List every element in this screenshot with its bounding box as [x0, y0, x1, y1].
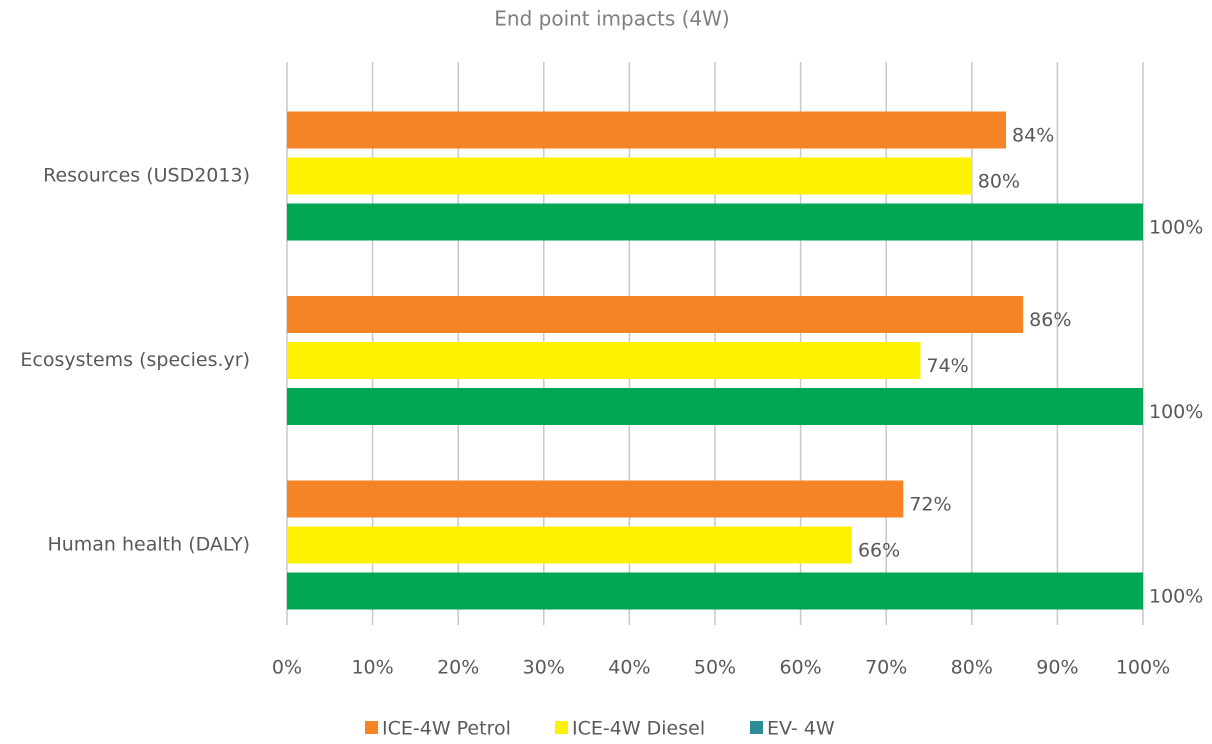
- y-tick-label: Resources (USD2013): [43, 165, 250, 187]
- x-tick-label: 100%: [1116, 657, 1170, 679]
- bar: [287, 111, 1007, 149]
- data-label: 84%: [1012, 125, 1054, 147]
- x-tick-label: 70%: [865, 657, 907, 679]
- x-tick-label: 50%: [694, 657, 736, 679]
- legend-swatch: [365, 721, 378, 734]
- legend-swatch: [555, 721, 568, 734]
- bar: [287, 388, 1143, 425]
- x-tick-label: 0%: [272, 657, 302, 679]
- x-tick-label: 90%: [1036, 657, 1078, 679]
- bar: [287, 480, 904, 518]
- data-label: 80%: [978, 171, 1020, 193]
- bar: [287, 342, 921, 379]
- data-label: 66%: [858, 540, 900, 562]
- data-label: 100%: [1149, 401, 1203, 423]
- x-tick-label: 40%: [608, 657, 650, 679]
- data-label: 74%: [926, 355, 968, 377]
- bar: [287, 157, 972, 195]
- data-label: 86%: [1029, 309, 1071, 331]
- x-tick-label: 30%: [523, 657, 565, 679]
- legend-label: ICE-4W Diesel: [572, 718, 705, 740]
- bar: [287, 572, 1143, 610]
- bar: [287, 203, 1143, 241]
- data-label: 72%: [909, 494, 951, 516]
- legend-label: ICE-4W Petrol: [382, 718, 511, 740]
- bar: [287, 296, 1024, 333]
- x-tick-label: 80%: [951, 657, 993, 679]
- x-tick-label: 20%: [437, 657, 479, 679]
- legend-label: EV- 4W: [767, 718, 835, 740]
- y-tick-label: Ecosystems (species.yr): [20, 349, 250, 371]
- chart-title: End point impacts (4W): [494, 7, 729, 31]
- legend-swatch: [750, 721, 763, 734]
- data-label: 100%: [1149, 586, 1203, 608]
- x-tick-label: 10%: [351, 657, 393, 679]
- x-tick-label: 60%: [779, 657, 821, 679]
- data-label: 100%: [1149, 217, 1203, 239]
- bar: [287, 526, 852, 564]
- y-tick-label: Human health (DALY): [47, 534, 250, 556]
